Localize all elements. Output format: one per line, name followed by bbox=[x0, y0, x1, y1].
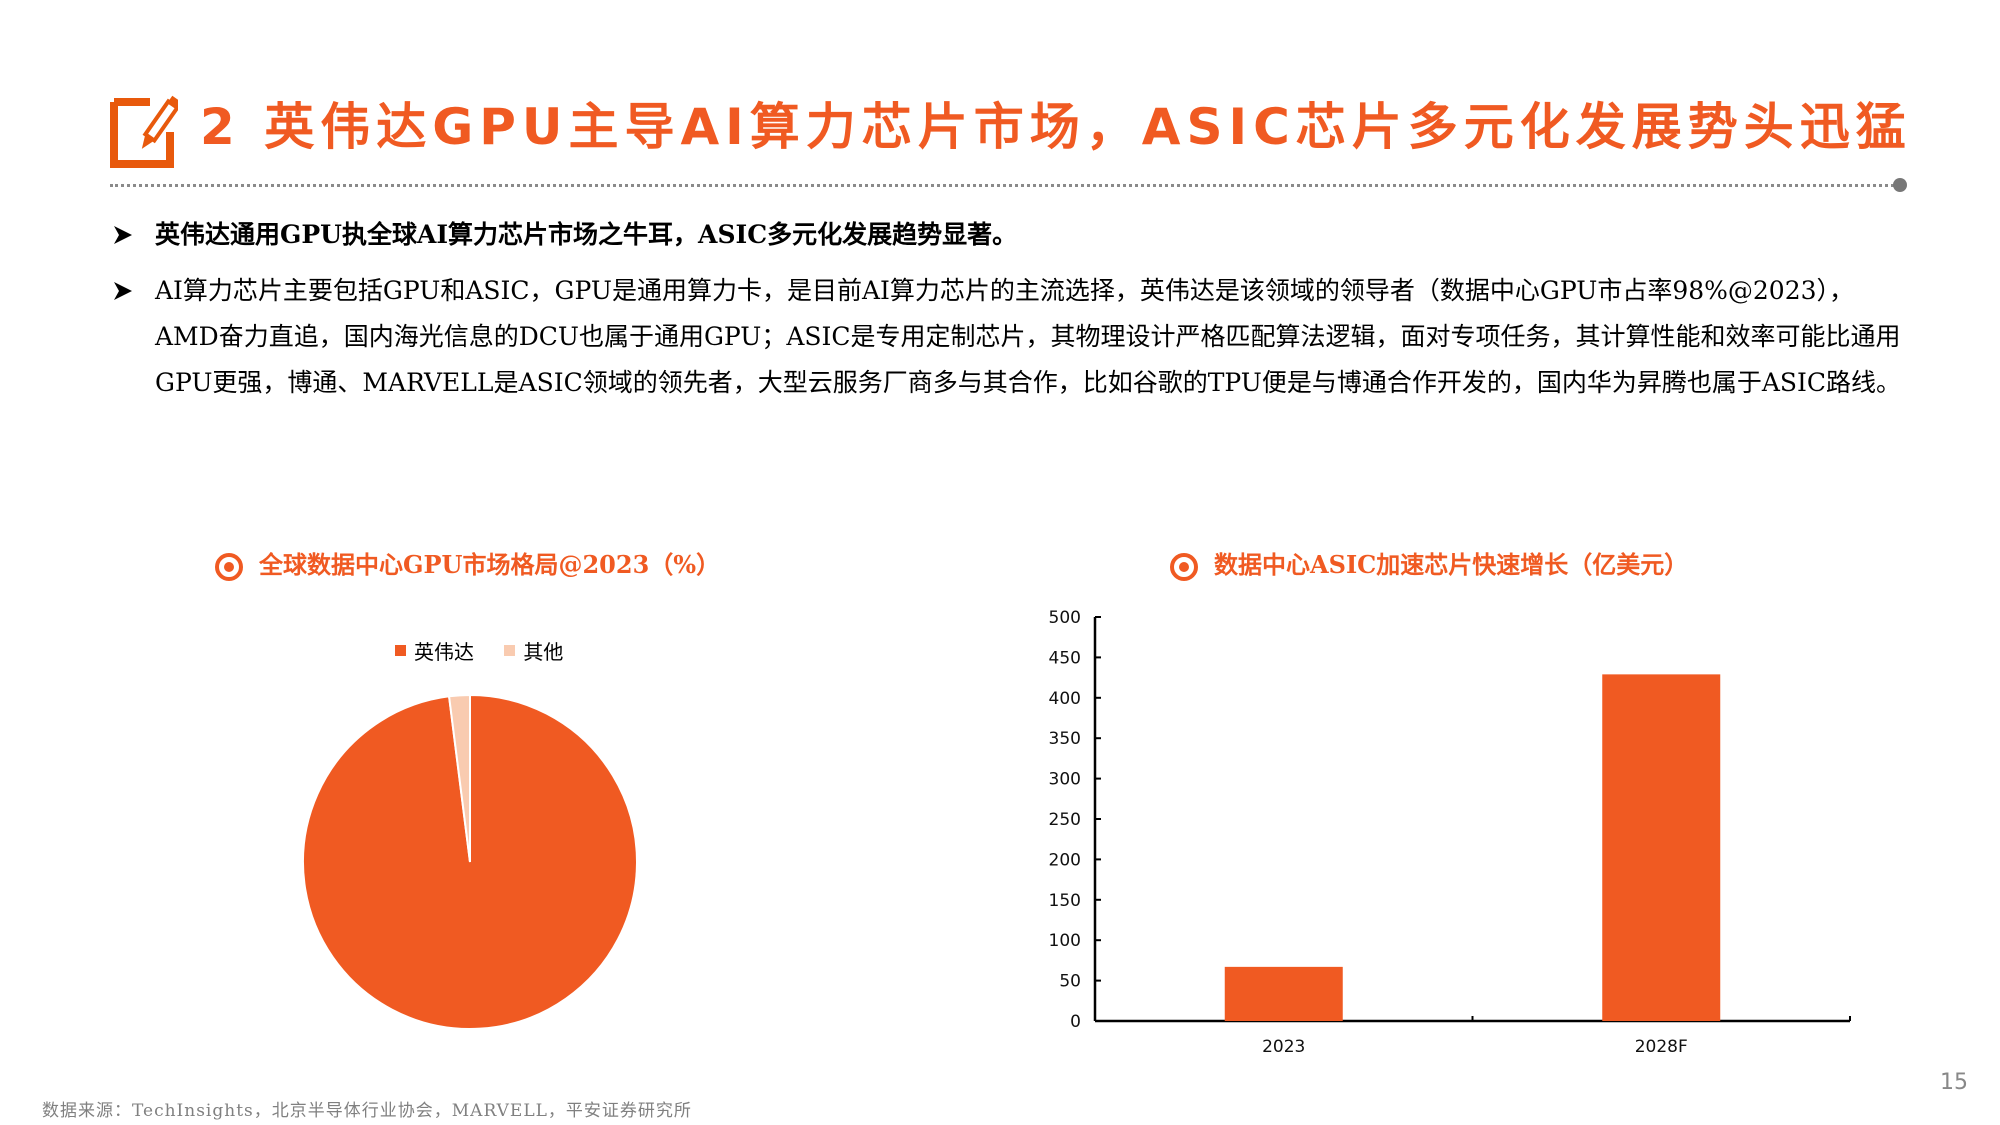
legend-swatch bbox=[504, 645, 516, 656]
y-tick-label: 50 bbox=[1059, 972, 1081, 992]
y-tick-label: 0 bbox=[1070, 1012, 1081, 1032]
y-tick-label: 100 bbox=[1049, 931, 1081, 951]
pie-chart-title: 全球数据中心GPU市场格局@2023（%） bbox=[215, 548, 720, 582]
y-tick-label: 150 bbox=[1049, 891, 1081, 911]
pie-slice-other bbox=[447, 693, 471, 863]
page-number: 15 bbox=[1940, 1070, 1968, 1095]
y-tick-label: 200 bbox=[1049, 850, 1081, 870]
slide-title: 2 英伟达GPU主导AI算力芯片市场，ASIC芯片多元化发展势头迅猛 bbox=[200, 98, 1912, 156]
y-tick-label: 300 bbox=[1049, 770, 1081, 790]
pie-chart-title-text: 全球数据中心GPU市场格局@2023（%） bbox=[259, 550, 721, 579]
legend-label: 其他 bbox=[523, 640, 564, 664]
pie-chart bbox=[302, 693, 638, 1030]
legend-label: 英伟达 bbox=[414, 640, 474, 664]
edit-pencil-icon bbox=[110, 95, 178, 168]
legend-swatch bbox=[395, 645, 406, 656]
title-divider bbox=[110, 184, 1900, 187]
bar-2028F bbox=[1602, 674, 1721, 1021]
divider-dot bbox=[1893, 178, 1907, 192]
y-tick-label: 500 bbox=[1049, 608, 1081, 628]
bar-chart-title: 数据中心ASIC加速芯片快速增长（亿美元） bbox=[1170, 548, 1688, 582]
target-bullet-icon bbox=[215, 552, 243, 581]
arrow-bullet-icon bbox=[114, 226, 132, 244]
bullet-summary: 英伟达通用GPU执全球AI算力芯片市场之牛耳，ASIC多元化发展趋势显著。 bbox=[110, 212, 1910, 258]
pie-legend: 英伟达 其他 bbox=[395, 636, 587, 665]
legend-item: 英伟达 bbox=[395, 636, 474, 665]
bullet-text: AI算力芯片主要包括GPU和ASIC，GPU是通用算力卡，是目前AI算力芯片的主… bbox=[155, 276, 1902, 397]
bar-2023 bbox=[1224, 966, 1343, 1021]
y-tick-label: 400 bbox=[1049, 689, 1081, 709]
data-source: 数据来源：TechInsights，北京半导体行业协会，MARVELL，平安证券… bbox=[42, 1101, 692, 1121]
y-tick-label: 450 bbox=[1049, 648, 1081, 668]
y-tick-label: 250 bbox=[1049, 810, 1081, 830]
bullet-text: 英伟达通用GPU执全球AI算力芯片市场之牛耳，ASIC多元化发展趋势显著。 bbox=[155, 220, 1018, 249]
y-tick-label: 350 bbox=[1049, 729, 1081, 749]
x-tick-label: 2028F bbox=[1635, 1037, 1688, 1057]
arrow-bullet-icon bbox=[114, 282, 132, 300]
bullet-detail: AI算力芯片主要包括GPU和ASIC，GPU是通用算力卡，是目前AI算力芯片的主… bbox=[110, 268, 1910, 406]
legend-item: 其他 bbox=[504, 636, 563, 665]
target-bullet-icon bbox=[1170, 552, 1198, 581]
bar-chart: 0 50 100 150 200 250 300 350 400 450 500 2023 2028F bbox=[1049, 608, 1851, 1057]
bar-chart-title-text: 数据中心ASIC加速芯片快速增长（亿美元） bbox=[1214, 550, 1689, 579]
x-tick-label: 2023 bbox=[1262, 1037, 1305, 1057]
